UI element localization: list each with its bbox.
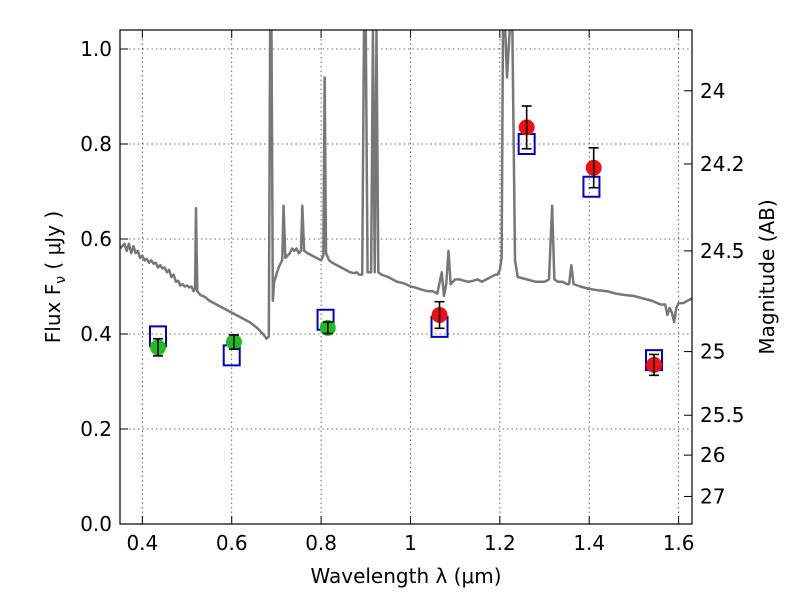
- plot-frame: [119, 29, 693, 525]
- model-spectrum-line: [120, 30, 692, 340]
- y-tick-label: 0.8: [80, 132, 112, 156]
- y-tick-label: 0.4: [80, 322, 112, 346]
- y-axis-label: Flux Fν ( μJy ): [41, 211, 69, 343]
- model-spectrum-layer: [120, 30, 692, 340]
- axis-ticks: 0.4 0.6 0.8 1 1.2 1.4 1.6 0.0 0.2 0.4 0.6 0.8 1.0 24 2…: [80, 30, 745, 555]
- y-tick-label: 0.6: [80, 227, 112, 251]
- y2-tick-label: 27: [700, 484, 725, 508]
- x-tick-label: 1.4: [573, 531, 605, 555]
- x-tick-label: 1.2: [484, 531, 516, 555]
- y2-tick-label: 25.5: [700, 403, 745, 427]
- x-tick-label: 1.6: [663, 531, 695, 555]
- y2-axis-label: Magnitude (AB): [755, 199, 779, 354]
- model-photometry-square: [582, 175, 601, 198]
- y2-tick-label: 24: [700, 79, 725, 103]
- y-axis-label-subscript: ν: [53, 276, 69, 284]
- y-tick-label: 0.0: [80, 512, 112, 536]
- y2-tick-label: 25: [700, 340, 725, 364]
- y-tick-label: 1.0: [80, 37, 112, 61]
- y-tick-label: 0.2: [80, 417, 112, 441]
- x-tick-label: 0.4: [126, 531, 158, 555]
- y2-tick-label: 24.5: [700, 239, 745, 263]
- photometry-points-layer: [148, 105, 664, 377]
- y-axis-label-main: Flux F: [41, 284, 65, 343]
- x-axis-label: Wavelength λ (μm): [310, 564, 501, 588]
- y2-tick-label: 26: [700, 443, 725, 467]
- y2-tick-label: 24.2: [700, 152, 745, 176]
- y-axis-label-unit: ( μJy ): [41, 211, 65, 276]
- x-tick-label: 1: [404, 531, 417, 555]
- x-tick-label: 0.6: [216, 531, 248, 555]
- x-tick-label: 0.8: [305, 531, 337, 555]
